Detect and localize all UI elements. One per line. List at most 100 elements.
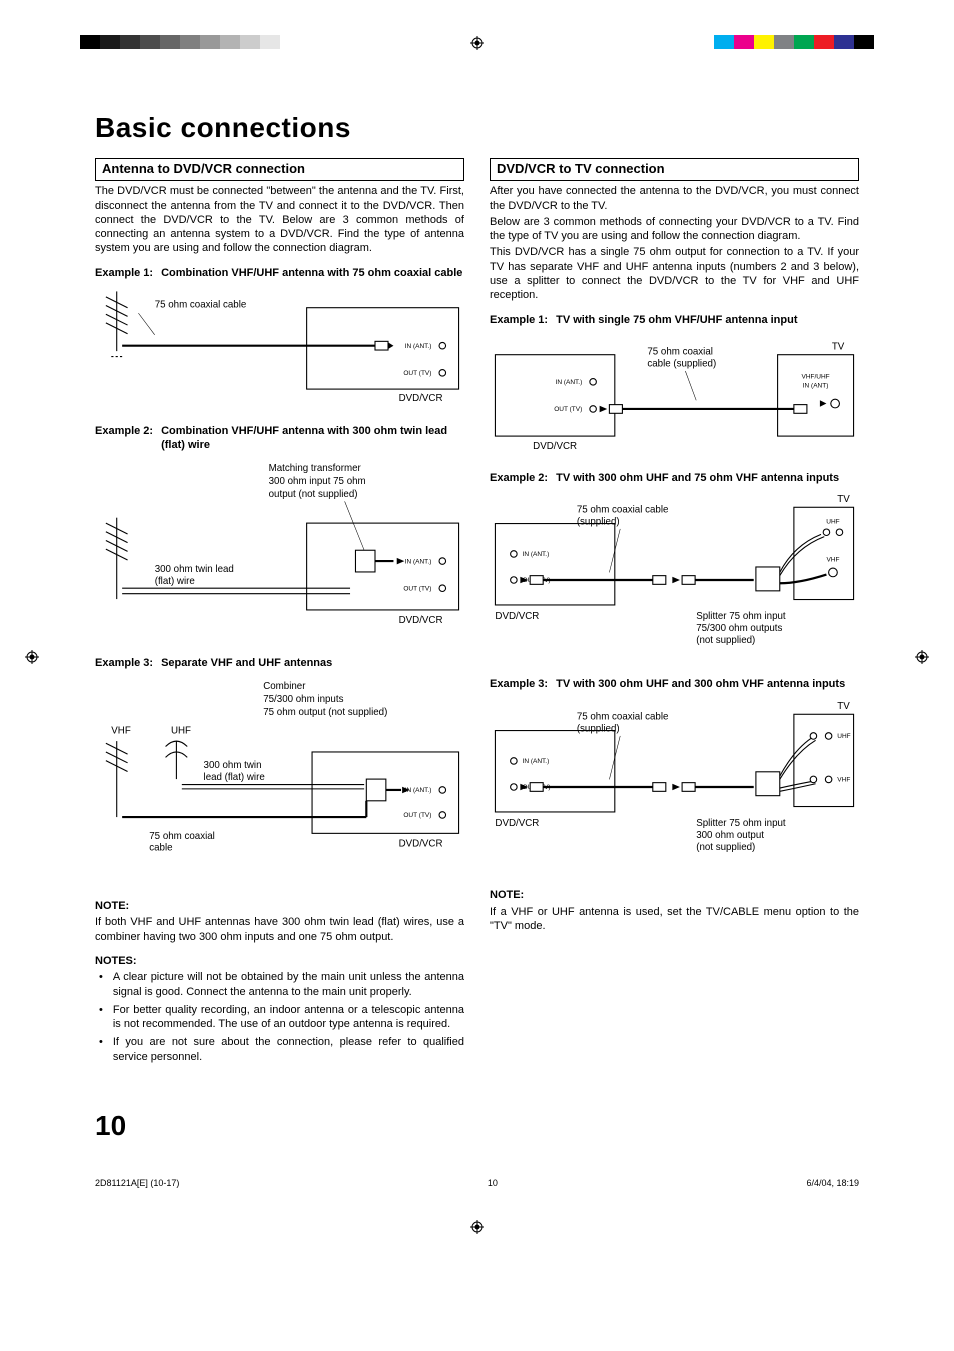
example-desc: TV with single 75 ohm VHF/UHF antenna in… [556, 313, 797, 327]
note-text: If both VHF and UHF antennas have 300 oh… [95, 915, 464, 944]
tv-label: TV [832, 341, 845, 352]
intro1-right: After you have connected the antenna to … [490, 184, 859, 213]
grayscale-swatch [100, 35, 120, 49]
registration-mark-left [25, 650, 39, 664]
grayscale-bars [80, 35, 300, 49]
note-heading: NOTE: [95, 899, 464, 913]
diagram-right-ex1: IN (ANT.) OUT (TV) TV VHF/UHF IN (ANT) 7… [490, 333, 859, 452]
intro2-right: Below are 3 common methods of connecting… [490, 215, 859, 244]
example-num: Example 3: [95, 656, 161, 670]
grayscale-swatch [200, 35, 220, 49]
coax-label: 75 ohm coaxial [149, 831, 215, 842]
color-swatch [834, 35, 854, 49]
example2-label-right: Example 2: TV with 300 ohm UHF and 75 oh… [490, 471, 859, 485]
footer-right: 6/4/04, 18:19 [806, 1178, 859, 1190]
example-desc: Combination VHF/UHF antenna with 75 ohm … [161, 266, 462, 280]
note-item: If you are not sure about the connection… [113, 1035, 464, 1064]
color-swatch [754, 35, 774, 49]
color-swatch [734, 35, 754, 49]
tvport-label: VHF/UHF [801, 374, 829, 381]
svg-text:OUT (TV): OUT (TV) [403, 370, 431, 377]
intro-text-left: The DVD/VCR must be connected "between" … [95, 184, 464, 255]
example2-label-left: Example 2: Combination VHF/UHF antenna w… [95, 424, 464, 453]
diagram-left-ex2: Matching transformer 300 ohm input 75 oh… [95, 458, 464, 637]
example-desc: Separate VHF and UHF antennas [161, 656, 332, 670]
example-num: Example 1: [490, 313, 556, 327]
grayscale-swatch [80, 35, 100, 49]
note-item: For better quality recording, an indoor … [113, 1003, 464, 1032]
registration-mark-right [915, 650, 929, 664]
note-text-right: If a VHF or UHF antenna is used, set the… [490, 905, 859, 934]
diagram-right-ex3: IN (ANT.) OUT (TV) TV UHF VHF [490, 698, 859, 866]
device-label: DVD/VCR [533, 441, 577, 452]
color-swatch [774, 35, 794, 49]
svg-text:OUT (TV): OUT (TV) [403, 812, 431, 819]
example-num: Example 2: [490, 471, 556, 485]
splitter-label: Splitter 75 ohm input [696, 818, 786, 829]
list-item: For better quality recording, an indoor … [95, 1003, 464, 1032]
svg-text:UHF: UHF [826, 518, 839, 525]
color-bars [714, 35, 874, 49]
wire-label2: (flat) wire [155, 576, 195, 587]
footer-left: 2D81121A[E] (10-17) [95, 1178, 179, 1190]
tvport-label2: IN (ANT) [803, 382, 829, 389]
example1-label-right: Example 1: TV with single 75 ohm VHF/UHF… [490, 313, 859, 327]
example-desc: Combination VHF/UHF antenna with 300 ohm… [161, 424, 464, 453]
diagram-right-ex2: IN (ANT.) OUT (TV) TV UHF VHF [490, 491, 859, 659]
diagram-left-ex3: Combiner 75/300 ohm inputs 75 ohm output… [95, 676, 464, 877]
device-label: DVD/VCR [495, 818, 539, 829]
svg-text:VHF: VHF [826, 556, 839, 563]
tv-label: TV [837, 701, 850, 712]
grayscale-swatch [220, 35, 240, 49]
combiner-label3: 75 ohm output (not supplied) [263, 707, 387, 718]
notes-heading: NOTES: [95, 954, 464, 968]
combiner-label: Combiner [263, 681, 306, 692]
grayscale-swatch [160, 35, 180, 49]
example-num: Example 3: [490, 677, 556, 691]
wire-label2: lead (flat) wire [204, 772, 265, 783]
cable-label2: cable (supplied) [647, 359, 716, 370]
registration-mark-top [470, 36, 484, 50]
intro3-right: This DVD/VCR has a single 75 ohm output … [490, 245, 859, 302]
grayscale-swatch [240, 35, 260, 49]
note-item: A clear picture will not be obtained by … [113, 970, 464, 999]
cable-label: 75 ohm coaxial [647, 347, 713, 358]
device-label: DVD/VCR [495, 611, 539, 622]
wire-label: 300 ohm twin [204, 760, 262, 771]
svg-text:IN (ANT.): IN (ANT.) [405, 559, 432, 566]
page-content: Basic connections Antenna to DVD/VCR con… [0, 70, 954, 1164]
coax-label2: cable [149, 843, 172, 854]
footer-center: 10 [488, 1178, 498, 1190]
grayscale-swatch [180, 35, 200, 49]
cable-label2: (supplied) [577, 723, 620, 734]
grayscale-swatch [140, 35, 160, 49]
cable-label: 75 ohm coaxial cable [577, 711, 669, 722]
splitter-label3: (not supplied) [696, 842, 755, 853]
combiner-label2: 75/300 ohm inputs [263, 694, 343, 705]
registration-mark-bottom [0, 1220, 954, 1240]
splitter-label2: 75/300 ohm outputs [696, 623, 782, 634]
uhf-label: UHF [171, 726, 191, 737]
color-swatch [814, 35, 834, 49]
example3-label-left: Example 3: Separate VHF and UHF antennas [95, 656, 464, 670]
cable-label2: (supplied) [577, 517, 620, 528]
svg-text:OUT (TV): OUT (TV) [403, 586, 431, 593]
example1-label-left: Example 1: Combination VHF/UHF antenna w… [95, 266, 464, 280]
print-marks-top [0, 0, 954, 70]
svg-text:IN (ANT.): IN (ANT.) [523, 551, 550, 558]
grayscale-swatch [120, 35, 140, 49]
svg-text:IN (ANT.): IN (ANT.) [405, 343, 432, 350]
left-column: Antenna to DVD/VCR connection The DVD/VC… [95, 158, 464, 1068]
section-header-antenna: Antenna to DVD/VCR connection [95, 158, 464, 181]
cable-label: 75 ohm coaxial cable [577, 505, 669, 516]
example-desc: TV with 300 ohm UHF and 75 ohm VHF anten… [556, 471, 839, 485]
note-heading-right: NOTE: [490, 888, 859, 902]
transformer-label2: 300 ohm input 75 ohm [269, 476, 366, 487]
diagram-left-ex1: IN (ANT.) OUT (TV) 75 ohm coaxial cable … [95, 286, 464, 405]
right-column: DVD/VCR to TV connection After you have … [490, 158, 859, 1068]
grayscale-swatch [260, 35, 280, 49]
color-swatch [714, 35, 734, 49]
device-label: DVD/VCR [399, 393, 443, 404]
splitter-label: Splitter 75 ohm input [696, 611, 786, 622]
svg-text:IN (ANT.): IN (ANT.) [523, 758, 550, 765]
